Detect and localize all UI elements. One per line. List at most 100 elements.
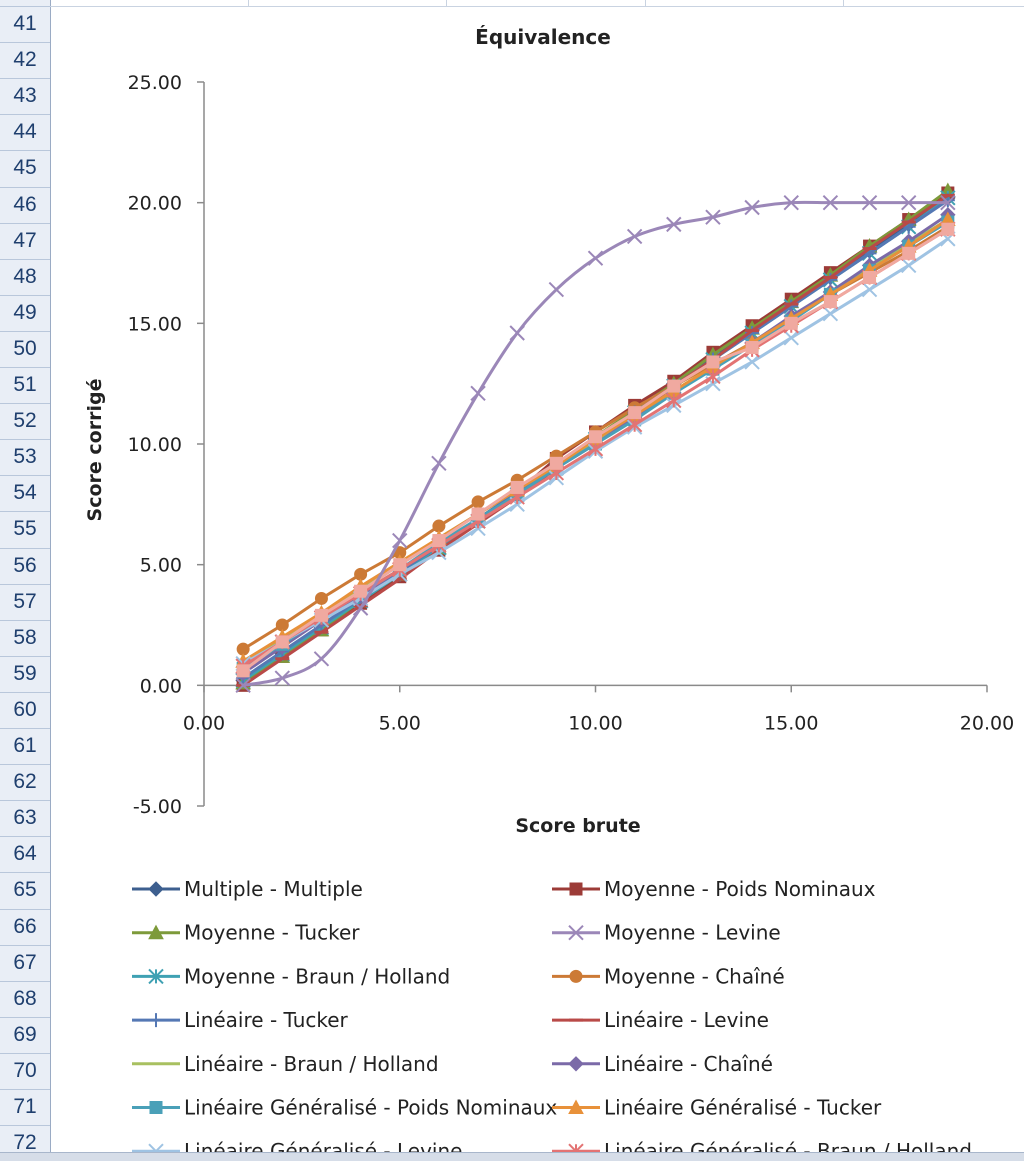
row-number[interactable]: 51 bbox=[13, 373, 37, 396]
data-point[interactable] bbox=[148, 924, 164, 940]
row-number[interactable]: 43 bbox=[13, 84, 37, 108]
data-point[interactable] bbox=[236, 664, 250, 678]
legend-item[interactable]: Multiple - Multiple bbox=[132, 877, 363, 901]
row-number[interactable]: 59 bbox=[13, 661, 37, 685]
data-point[interactable] bbox=[744, 354, 760, 370]
series-14[interactable] bbox=[236, 222, 955, 678]
data-point[interactable] bbox=[902, 246, 916, 260]
data-point[interactable] bbox=[666, 216, 682, 233]
row-number[interactable]: 61 bbox=[13, 734, 37, 757]
data-point[interactable] bbox=[275, 635, 289, 649]
data-point[interactable] bbox=[823, 295, 837, 309]
data-point[interactable] bbox=[549, 456, 563, 470]
data-point[interactable] bbox=[822, 194, 839, 211]
row-number[interactable]: 57 bbox=[13, 589, 37, 613]
plot-area[interactable] bbox=[235, 182, 956, 694]
data-point[interactable] bbox=[431, 455, 447, 472]
data-point[interactable] bbox=[626, 228, 643, 245]
data-point[interactable] bbox=[313, 651, 330, 667]
legend-item[interactable]: Linéaire - Chaîné bbox=[552, 1052, 773, 1076]
legend-item[interactable]: Linéaire - Levine bbox=[552, 1008, 769, 1032]
data-point[interactable] bbox=[148, 881, 164, 897]
data-point[interactable] bbox=[149, 1101, 163, 1114]
data-point[interactable] bbox=[432, 534, 446, 548]
row-number[interactable]: 46 bbox=[13, 192, 37, 216]
legend-item[interactable]: Moyenne - Poids Nominaux bbox=[552, 877, 876, 901]
data-point[interactable] bbox=[667, 379, 681, 393]
row-number[interactable]: 65 bbox=[13, 878, 37, 902]
row-number[interactable]: 66 bbox=[13, 914, 37, 938]
row-number[interactable]: 56 bbox=[13, 553, 37, 577]
row-number[interactable]: 60 bbox=[13, 697, 37, 721]
row-number[interactable]: 58 bbox=[13, 625, 37, 649]
legend-item[interactable]: Linéaire Généralisé - Poids Nominaux bbox=[132, 1096, 557, 1120]
legend-item[interactable]: Moyenne - Chaîné bbox=[552, 964, 785, 988]
row-number[interactable]: 67 bbox=[13, 950, 37, 974]
row-number[interactable]: 71 bbox=[13, 1095, 37, 1118]
row-number[interactable]: 47 bbox=[13, 228, 37, 252]
data-point[interactable] bbox=[548, 281, 565, 298]
data-point[interactable] bbox=[587, 250, 604, 266]
row-number[interactable]: 45 bbox=[13, 156, 37, 180]
legend-item[interactable]: Linéaire - Tucker bbox=[132, 1008, 349, 1032]
row-number[interactable]: 72 bbox=[13, 1131, 37, 1155]
row-number[interactable]: 64 bbox=[13, 842, 37, 866]
legend-item[interactable]: Linéaire Généralisé - Tucker bbox=[552, 1096, 882, 1120]
data-point[interactable] bbox=[569, 882, 583, 896]
data-point[interactable] bbox=[822, 305, 839, 322]
row-number[interactable]: 41 bbox=[13, 12, 37, 35]
data-point[interactable] bbox=[589, 430, 602, 444]
row-number[interactable]: 62 bbox=[13, 770, 37, 794]
row-number[interactable]: 42 bbox=[13, 48, 37, 72]
data-point[interactable] bbox=[900, 194, 917, 211]
data-point[interactable] bbox=[940, 194, 956, 211]
legend-item[interactable]: Moyenne - Braun / Holland bbox=[132, 964, 450, 988]
data-point[interactable] bbox=[705, 368, 721, 385]
row-number[interactable]: 49 bbox=[13, 300, 37, 324]
data-point[interactable] bbox=[149, 1013, 163, 1028]
data-point[interactable] bbox=[941, 222, 955, 236]
data-point[interactable] bbox=[471, 507, 485, 521]
data-point[interactable] bbox=[509, 325, 525, 341]
row-number[interactable]: 44 bbox=[13, 120, 37, 144]
data-point[interactable] bbox=[352, 600, 369, 616]
data-point[interactable] bbox=[510, 480, 524, 494]
row-number[interactable]: 48 bbox=[13, 264, 37, 288]
data-point[interactable] bbox=[666, 392, 682, 409]
row-number[interactable]: 63 bbox=[13, 806, 37, 830]
data-point[interactable] bbox=[783, 330, 799, 346]
legend-item[interactable]: Linéaire - Braun / Holland bbox=[132, 1052, 439, 1076]
data-point[interactable] bbox=[744, 199, 760, 216]
data-point[interactable] bbox=[314, 591, 328, 605]
data-point[interactable] bbox=[392, 532, 408, 549]
data-point[interactable] bbox=[470, 385, 486, 402]
row-number[interactable]: 53 bbox=[13, 445, 37, 469]
row-number[interactable]: 52 bbox=[13, 409, 37, 433]
row-number[interactable]: 50 bbox=[13, 336, 37, 360]
data-point[interactable] bbox=[861, 281, 878, 298]
data-point[interactable] bbox=[900, 257, 917, 274]
data-point[interactable] bbox=[861, 194, 878, 211]
data-point[interactable] bbox=[784, 316, 798, 330]
data-point[interactable] bbox=[568, 1056, 584, 1072]
sheet-tab-bar[interactable] bbox=[0, 1152, 1024, 1161]
row-number[interactable]: 54 bbox=[13, 481, 37, 505]
data-point[interactable] bbox=[148, 968, 164, 985]
data-point[interactable] bbox=[314, 608, 328, 622]
data-point[interactable] bbox=[783, 194, 799, 211]
row-number[interactable]: 69 bbox=[13, 1022, 37, 1046]
row-number[interactable]: 70 bbox=[13, 1058, 37, 1082]
data-point[interactable] bbox=[706, 355, 720, 369]
data-point[interactable] bbox=[705, 209, 721, 225]
data-point[interactable] bbox=[393, 558, 407, 572]
data-point[interactable] bbox=[568, 924, 584, 941]
data-point[interactable] bbox=[235, 677, 251, 694]
data-point[interactable] bbox=[628, 406, 642, 420]
data-point[interactable] bbox=[569, 969, 583, 983]
data-point[interactable] bbox=[626, 416, 643, 433]
data-point[interactable] bbox=[745, 340, 759, 354]
data-point[interactable] bbox=[354, 584, 368, 598]
data-point[interactable] bbox=[274, 670, 291, 686]
legend-item[interactable]: Moyenne - Tucker bbox=[132, 921, 360, 945]
